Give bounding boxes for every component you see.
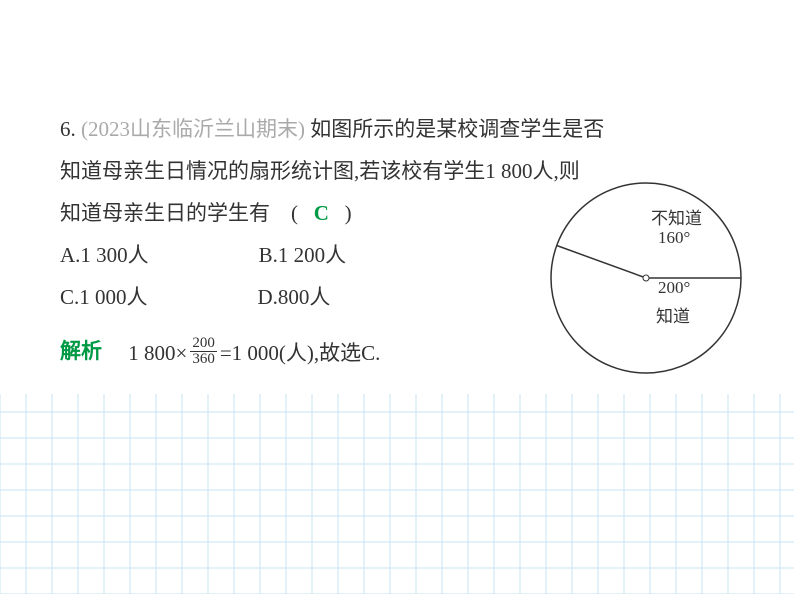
pie-label-known-deg: 200° — [658, 278, 690, 298]
pie-label-unknown: 不知道 — [651, 204, 702, 229]
option-d: D.800人 — [258, 276, 331, 318]
pie-chart: 不知道 160° 200° 知道 — [536, 168, 756, 388]
grid-background — [0, 394, 794, 594]
explanation-formula: 1 800× 200 360 =1 000(人),故选C. — [128, 332, 380, 374]
question-source: (2023山东临沂兰山期末) — [81, 117, 305, 141]
question-line-1: 6. (2023山东临沂兰山期末) 如图所示的是某校调查学生是否 — [60, 108, 740, 150]
option-c: C.1 000人 — [60, 276, 148, 318]
option-a: A.1 300人 — [60, 234, 149, 276]
question-stem-3: 知道母亲生日的学生有 — [60, 201, 270, 225]
question-stem-2: 知道母亲生日情况的扇形统计图,若该校有学生1 800人,则 — [60, 159, 580, 183]
fraction-numerator: 200 — [190, 336, 217, 352]
formula-posttext: =1 000(人),故选C. — [220, 332, 381, 374]
fraction: 200 360 — [190, 336, 217, 367]
formula-pretext: 1 800× — [128, 332, 187, 374]
pie-label-known: 知道 — [656, 302, 690, 327]
pie-svg — [536, 168, 756, 388]
paren-open: ( — [291, 201, 298, 225]
answer-letter: C — [314, 201, 329, 225]
pie-label-unknown-deg: 160° — [658, 228, 690, 248]
explanation-label: 解析 — [60, 339, 102, 363]
question-stem-1: 如图所示的是某校调查学生是否 — [310, 117, 604, 141]
question-number: 6. — [60, 117, 76, 141]
option-b: B.1 200人 — [259, 234, 347, 276]
paren-close: ) — [345, 201, 352, 225]
fraction-denominator: 360 — [190, 352, 217, 367]
